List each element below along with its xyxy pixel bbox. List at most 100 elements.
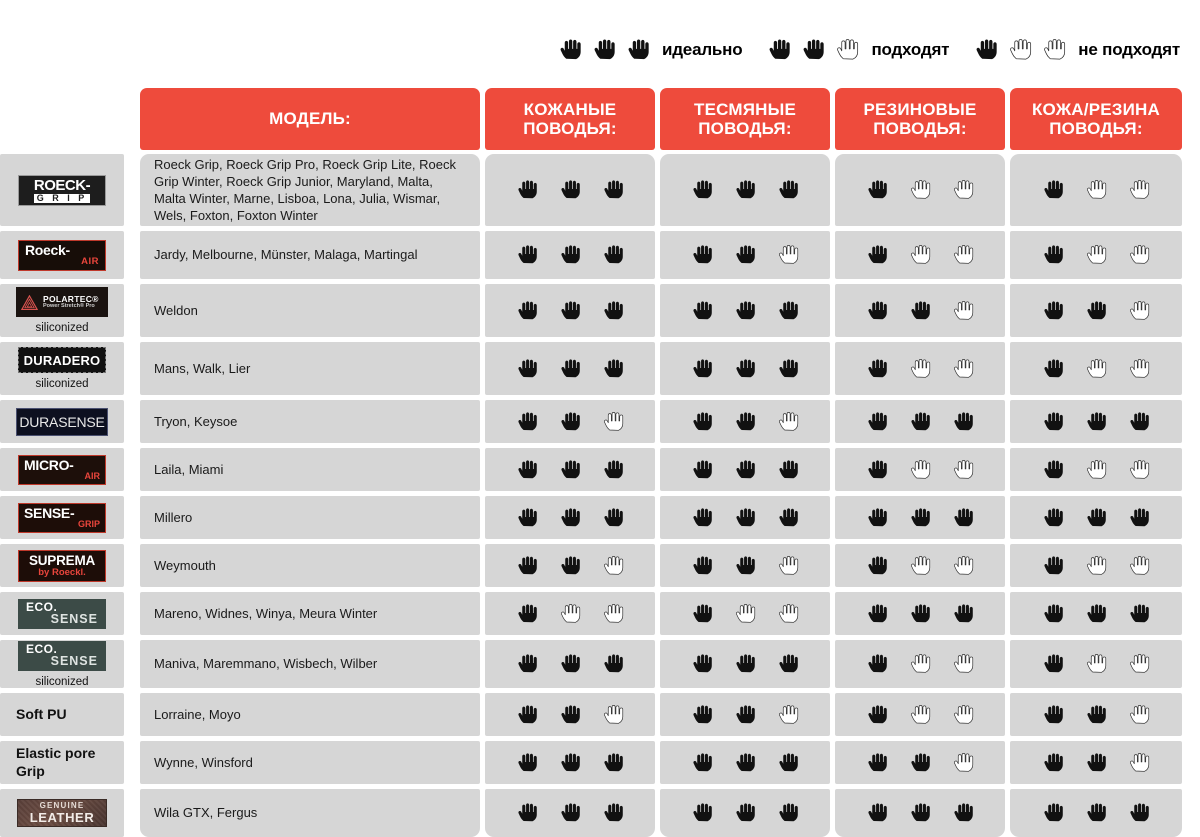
row-rating-cell [660,448,830,491]
hand-filled-icon [603,651,624,677]
compatibility-grid: МОДЕЛЬ: КОЖАНЫЕ ПОВОДЬЯ: ТЕСМЯНЫЕ ПОВОДЬ… [0,88,1190,837]
legend-hands-not-suitable [975,36,1066,64]
table-row: MICRO- AIR Laila, Miami [0,448,1190,491]
hand-filled-icon [910,505,931,531]
row-rating-cell [835,154,1005,226]
logo-plain-text: Soft PU [16,706,67,724]
row-models-text: Weymouth [154,557,216,573]
header-column-leather-rubber: КОЖА/РЕЗИНА ПОВОДЬЯ: [1010,88,1182,150]
hand-outline-icon [910,242,931,268]
hand-filled-icon [735,651,756,677]
row-rating-cell [835,789,1005,837]
hand-filled-icon [692,298,713,324]
row-rating-cell [1010,640,1182,688]
hand-filled-icon [1043,242,1064,268]
hand-filled-icon [867,505,888,531]
hand-filled-icon [910,298,931,324]
logo-subtitle: siliconized [35,322,89,334]
logo-badge: Elastic pore Grip [16,745,108,781]
row-rating-cell [835,342,1005,395]
row-rating-cell [660,592,830,635]
logo-text-line1: GENUINE [39,801,85,810]
logo-micro-air: MICRO- AIR [18,454,106,485]
hand-filled-icon [603,242,624,268]
hand-filled-icon [603,177,624,203]
hand-filled-icon [867,356,888,382]
row-rating-cell [485,741,655,784]
table-row: Elastic pore Grip Wynne, Winsford [0,741,1190,784]
row-rating-cell [1010,154,1182,226]
logo-badge: MICRO- AIR [18,454,106,485]
row-rating-cell [485,342,655,395]
compatibility-table-page: идеально подходят не подходят МОДЕЛЬ: КО… [0,36,1182,837]
hand-outline-icon [910,356,931,382]
row-models-text: Wila GTX, Fergus [154,805,258,821]
hand-filled-icon [517,356,538,382]
header-column-rubber-line1: РЕЗИНОВЫЕ [863,99,977,119]
hand-filled-icon [778,356,799,382]
logo-text-line2: SENSE [50,654,98,669]
row-rating-cell [485,640,655,688]
hand-outline-icon [603,601,624,627]
row-models-cell: Laila, Miami [140,448,480,491]
logo-subtitle: siliconized [35,675,89,688]
logo-suprema: SUPREMA by Roeckl. [18,549,106,582]
hand-outline-icon [910,457,931,483]
row-rating-cell [1010,231,1182,279]
hand-filled-icon [1043,505,1064,531]
row-rating-cell [660,789,830,837]
logo-badge: Roeck- AIR [18,239,106,271]
logo-badge: DURASENSE [16,407,108,436]
hand-filled-icon [867,298,888,324]
hand-filled-icon [692,242,713,268]
logo-subtitle: siliconized [35,378,89,390]
logo-badge: ECO. SENSE [18,640,106,671]
header-column-webbing-line2: ПОВОДЬЯ: [698,119,792,138]
row-rating-cell [835,448,1005,491]
row-rating-cell [660,284,830,337]
row-rating-cell [485,154,655,226]
hand-filled-icon [1043,553,1064,579]
row-rating-cell [660,400,830,443]
hand-filled-icon [517,505,538,531]
hand-filled-icon [867,651,888,677]
hand-filled-icon [768,36,791,64]
logo-plain: Elastic pore Grip [16,745,108,781]
hand-filled-icon [735,702,756,728]
logo-badge: GENUINE LEATHER [17,799,107,827]
logo-badge: DURADERO [18,347,106,373]
row-models-text: Maniva, Maremmano, Wisbech, Wilber [154,656,378,672]
hand-filled-icon [517,651,538,677]
hand-outline-icon [953,553,974,579]
row-rating-cell [485,693,655,736]
hand-filled-icon [517,457,538,483]
row-rating-cell [485,284,655,337]
logo-sense-grip: SENSE- GRIP [18,502,106,533]
hand-outline-icon [1086,457,1107,483]
hand-filled-icon [517,601,538,627]
hand-filled-icon [1086,750,1107,776]
hand-filled-icon [560,457,581,483]
table-row: ROECK- G R I P Roeck Grip, Roeck Grip Pro,… [0,154,1190,226]
hand-filled-icon [517,177,538,203]
legend-group-suitable: подходят [768,36,949,64]
logo-badge: ECO. SENSE [18,598,106,629]
hand-outline-icon [735,601,756,627]
row-rating-cell [660,496,830,539]
logo-text-line1: ECO. [26,642,58,657]
row-models-cell: Lorraine, Moyo [140,693,480,736]
header-column-leather-line1: КОЖАНЫЕ [523,99,617,119]
hand-filled-icon [603,750,624,776]
hand-filled-icon [910,409,931,435]
hand-filled-icon [910,750,931,776]
header-column-rubber: РЕЗИНОВЫЕ ПОВОДЬЯ: [835,88,1005,150]
hand-filled-icon [910,601,931,627]
row-rating-cell [1010,284,1182,337]
row-rating-cell [1010,741,1182,784]
hand-filled-icon [603,457,624,483]
logo-text-line1: Elastic pore [16,744,96,761]
logo-text-line1: SENSE- [24,505,75,521]
table-row: ECO. SENSE Mareno, Widnes, Winya, Meura Wi… [0,592,1190,635]
hand-filled-icon [1129,505,1150,531]
header-logo-spacer [0,88,124,150]
